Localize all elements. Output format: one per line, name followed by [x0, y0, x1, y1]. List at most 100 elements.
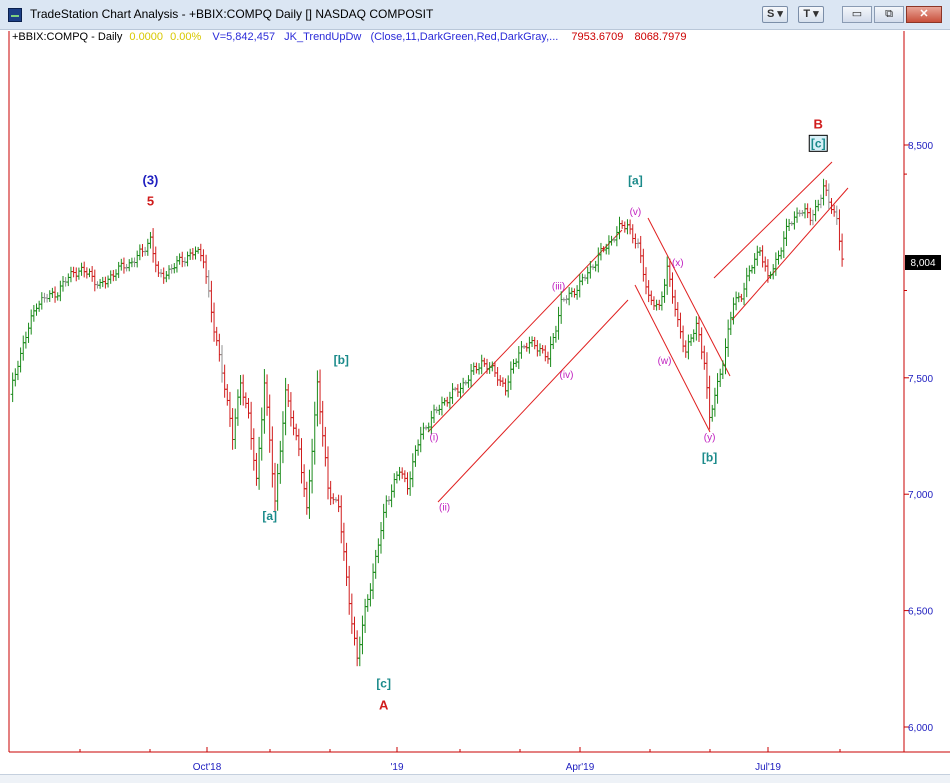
price-bar: [543, 345, 548, 362]
wave-label: (i): [430, 433, 439, 444]
wave-label: [c]: [376, 676, 391, 690]
price-bar: [519, 341, 524, 359]
price-bar: [257, 436, 262, 490]
price-bar: [479, 354, 484, 375]
price-bar: [704, 352, 709, 399]
price-bar: [691, 329, 696, 343]
price-bar: [98, 278, 103, 289]
price-bar: [808, 207, 813, 226]
price-bar: [190, 247, 195, 260]
price-bar: [816, 199, 821, 212]
price-bar: [795, 207, 800, 223]
price-bar: [495, 366, 500, 386]
price-bar: [66, 273, 71, 287]
price-bar: [31, 304, 36, 322]
price-bar: [341, 522, 346, 561]
price-bar: [265, 374, 270, 416]
price-bar: [148, 231, 153, 249]
value-2: 0.00%: [170, 31, 201, 43]
price-bar: [556, 306, 561, 340]
price-bar: [217, 333, 222, 362]
price-bar: [752, 253, 757, 274]
price-bar: [318, 369, 323, 425]
last-price-label: 8,004: [910, 258, 935, 269]
price-chart[interactable]: +BBIX:COMPQ - Daily 0.0000 0.00% V=5,842…: [0, 30, 950, 782]
price-bar: [294, 423, 299, 441]
indicator-price-2: 8068.7979: [634, 31, 686, 43]
price-bar: [763, 256, 768, 272]
price-bar: [196, 246, 201, 254]
price-bar: [585, 266, 590, 284]
price-bar: [262, 369, 267, 434]
price-bar: [392, 473, 397, 498]
price-bar: [649, 290, 654, 306]
styles-button[interactable]: S ▾: [762, 6, 788, 23]
price-bar: [259, 407, 264, 461]
price-bar: [18, 347, 23, 373]
price-bar: [503, 378, 508, 396]
wave-label: [b]: [702, 451, 717, 465]
indicator-params: (Close,11,DarkGreen,Red,DarkGray,...: [370, 31, 558, 43]
price-bar: [92, 269, 97, 292]
price-bar: [500, 377, 505, 388]
price-bar: [469, 363, 474, 388]
minimize-button[interactable]: ▭: [842, 6, 872, 23]
price-bar: [461, 377, 466, 394]
price-bar: [408, 471, 413, 496]
price-bar: [365, 594, 370, 612]
price-bar: [135, 250, 140, 268]
price-bar: [270, 426, 275, 488]
price-bar: [111, 269, 116, 282]
price-bar: [119, 258, 124, 271]
price-bar: [575, 285, 580, 300]
wave-label: (3): [143, 173, 159, 188]
price-bar: [363, 598, 368, 633]
price-bar: [813, 199, 818, 222]
price-bar: [784, 218, 789, 247]
price-bar: [508, 361, 513, 390]
price-bar: [68, 266, 73, 283]
price-bar: [731, 297, 736, 325]
wave-label: (ii): [439, 502, 450, 513]
restore-button[interactable]: ⧉: [874, 6, 904, 23]
price-bar: [167, 265, 171, 280]
price-bar: [805, 203, 810, 219]
price-bar: [291, 410, 296, 436]
price-bar: [90, 266, 95, 282]
price-bar: [628, 219, 633, 235]
price-bar: [593, 260, 598, 272]
price-bar: [821, 178, 826, 206]
price-bar: [280, 411, 285, 464]
tools-button[interactable]: T ▾: [798, 6, 824, 23]
price-bar: [511, 359, 516, 374]
price-bar: [792, 211, 797, 230]
price-bar: [326, 446, 330, 500]
price-bar: [487, 362, 492, 374]
price-bar: [824, 180, 829, 197]
wave-label: (iii): [552, 281, 565, 292]
wave-label-box: [808, 134, 828, 152]
price-bar: [739, 293, 744, 302]
price-bar: [201, 249, 206, 269]
price-bar: [58, 280, 63, 302]
price-bar: [712, 387, 717, 417]
price-bar: [87, 268, 92, 278]
price-bar: [336, 494, 341, 513]
window-title: TradeStation Chart Analysis - +BBIX:COMP…: [30, 7, 434, 21]
price-bar: [482, 357, 487, 367]
close-button[interactable]: ✕: [906, 6, 942, 23]
price-bar: [702, 345, 707, 370]
price-bar: [450, 383, 455, 404]
price-bar: [286, 383, 291, 407]
price-bar: [728, 311, 733, 336]
price-bar: [307, 469, 312, 519]
price-bar: [243, 392, 248, 409]
price-bar: [188, 248, 193, 260]
price-bar: [39, 292, 44, 310]
price-bar: [442, 397, 447, 406]
price-bar: [670, 272, 675, 304]
price-bar: [384, 495, 389, 518]
wave-label: (v): [630, 207, 642, 218]
price-bar: [15, 360, 20, 381]
price-bar: [137, 244, 142, 261]
